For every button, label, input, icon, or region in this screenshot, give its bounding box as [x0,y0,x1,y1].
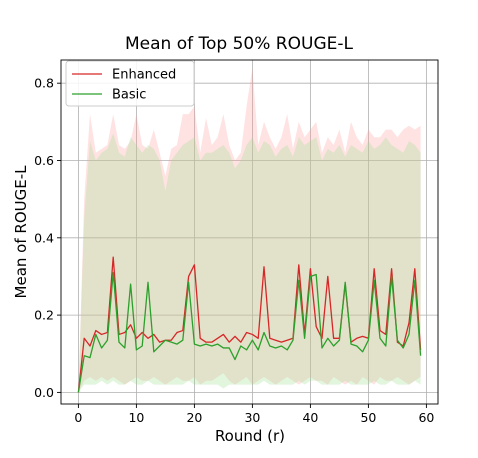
y-tick-label: 0.4 [34,230,54,245]
x-axis-ticks: 0 10 20 30 40 50 60 [74,404,434,425]
y-tick-label: 0.6 [34,153,54,168]
x-tick-label: 10 [128,410,144,425]
confidence-bands [78,67,421,393]
band-basic [78,133,421,393]
legend-box [65,60,195,107]
y-tick-label: 0.2 [34,308,54,323]
legend-label-basic: Basic [112,88,146,103]
x-tick-label: 40 [302,410,318,425]
x-tick-label: 60 [418,410,434,425]
y-tick-label: 0.0 [34,385,54,400]
y-axis-ticks: 0.0 0.2 0.4 0.6 0.8 [34,76,61,400]
gridlines [61,60,438,404]
x-tick-label: 30 [244,410,260,425]
legend: Enhanced Basic [65,60,195,107]
x-tick-label: 20 [186,410,202,425]
series-lines [77,256,422,393]
plot-frame [60,59,439,405]
band-enhanced [78,67,421,393]
y-tick-label: 0.8 [34,76,54,91]
x-tick-label: 50 [360,410,376,425]
x-axis-label: Round (r) [215,427,285,445]
y-axis-label: Mean of ROUGE-L [12,165,30,299]
line-basic [77,271,422,393]
chart-title: Mean of Top 50% ROUGE-L [125,34,353,54]
legend-label-enhanced: Enhanced [112,68,176,83]
x-tick-label: 0 [74,410,82,425]
